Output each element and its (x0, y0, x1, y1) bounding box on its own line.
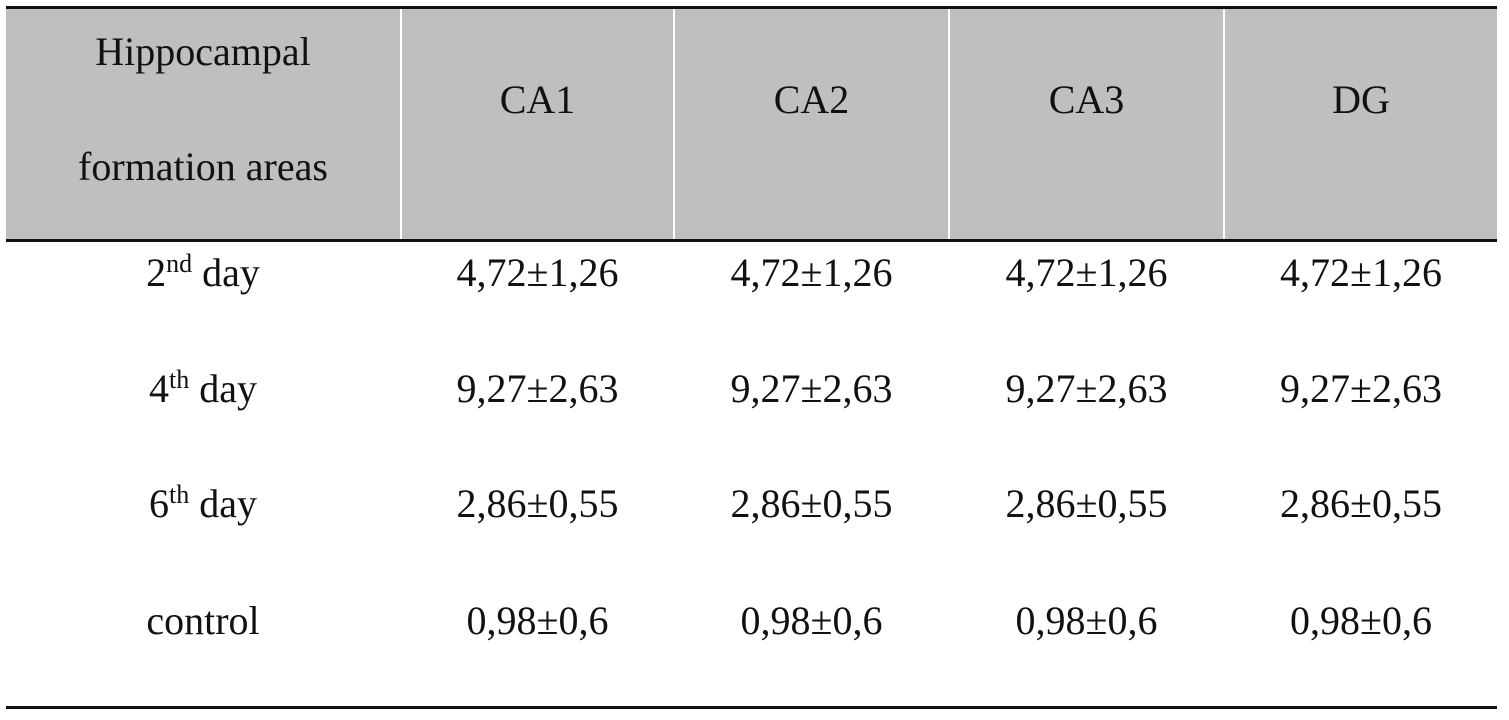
data-cell: 4,72±1,26 (730, 249, 893, 295)
row-label: 2nd day (6, 232, 400, 312)
header-text: CA3 (1048, 76, 1125, 122)
header-bg (1225, 9, 1497, 239)
ordinal-number: 2 (146, 249, 167, 295)
data-cell: 9,27±2,63 (1280, 365, 1442, 411)
header-bg (402, 9, 673, 239)
label-word: day (202, 249, 260, 295)
row-label-text: 6th day (149, 480, 257, 527)
data-cell: 4,72±1,26 (1005, 249, 1168, 295)
ordinal-number: 4 (149, 365, 169, 411)
data-cell: 0,98±0,6 (466, 597, 609, 643)
ordinal-suffix: nd (166, 248, 193, 278)
data-cell: 9,27±2,63 (1005, 365, 1168, 411)
top-rule (6, 6, 1497, 9)
data-cell: 0,98±0,6 (1015, 597, 1158, 643)
label-word: day (199, 365, 257, 411)
ordinal-suffix: th (169, 364, 190, 394)
bottom-rule (6, 706, 1497, 709)
ordinal-number: 6 (149, 480, 169, 526)
row-label: 4th day (6, 348, 400, 428)
label-word: day (199, 480, 257, 526)
header-cell: DG (1225, 9, 1497, 189)
ordinal-suffix: th (169, 479, 190, 509)
header-text: CA1 (499, 76, 576, 122)
data-cell: 4,72±1,26 (456, 249, 619, 295)
header-text: DG (1332, 76, 1390, 122)
data-cell: 0,98±0,6 (740, 597, 883, 643)
row-label: 6th day (6, 463, 400, 543)
header-cell: CA3 (950, 9, 1223, 189)
row-label-text: 4th day (149, 365, 257, 412)
data-cell: 9,27±2,63 (730, 365, 893, 411)
data-cell: 2,86±0,55 (730, 480, 893, 526)
header-bg (675, 9, 948, 239)
header-rule (6, 239, 1497, 242)
header-bg (6, 9, 400, 239)
data-cell: 4,72±1,26 (1280, 249, 1442, 295)
header-bg (950, 9, 1223, 239)
row-label-text: 2nd day (146, 249, 260, 296)
header-cell: Hippocampal formation areas (6, 9, 400, 209)
header-text: Hippocampal formation areas (78, 29, 328, 189)
data-cell: 0,98±0,6 (1290, 597, 1432, 643)
header-cell: CA1 (402, 9, 673, 189)
data-cell: 2,86±0,55 (1280, 480, 1442, 526)
header-cell: CA2 (675, 9, 948, 189)
data-cell: 9,27±2,63 (456, 365, 619, 411)
data-cell: 2,86±0,55 (1005, 480, 1168, 526)
label-word: control (146, 597, 260, 643)
row-label-text: control (146, 597, 259, 644)
row-label: control (6, 580, 400, 660)
header-text: CA2 (773, 76, 850, 122)
data-cell: 2,86±0,55 (456, 480, 619, 526)
